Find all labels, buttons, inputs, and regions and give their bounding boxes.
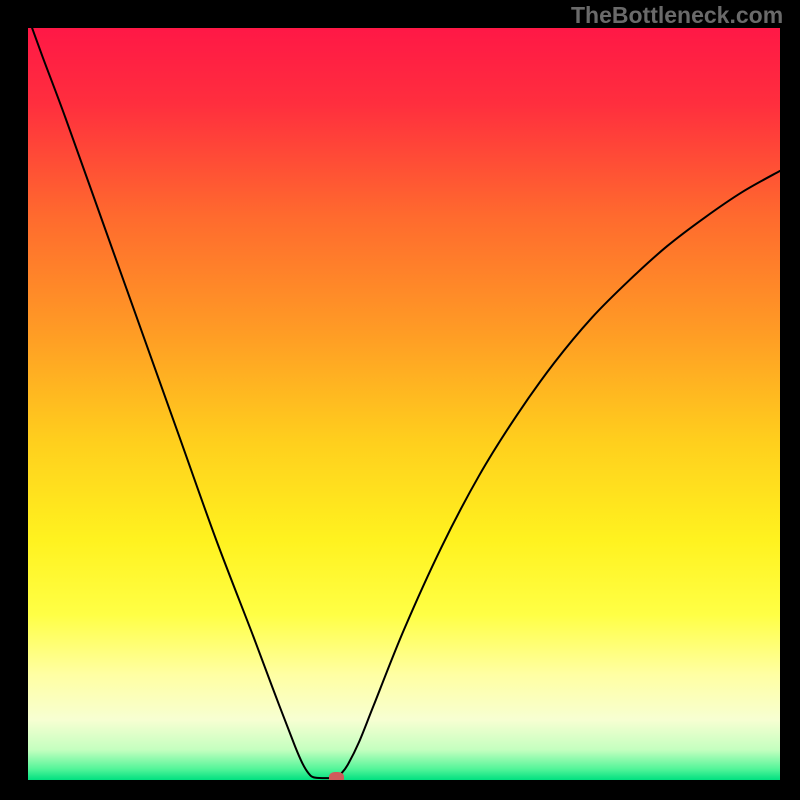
optimal-point-marker bbox=[329, 772, 344, 784]
bottleneck-chart: TheBottleneck.com bbox=[0, 0, 800, 800]
chart-gradient-background bbox=[28, 28, 780, 780]
watermark-text: TheBottleneck.com bbox=[571, 2, 783, 29]
